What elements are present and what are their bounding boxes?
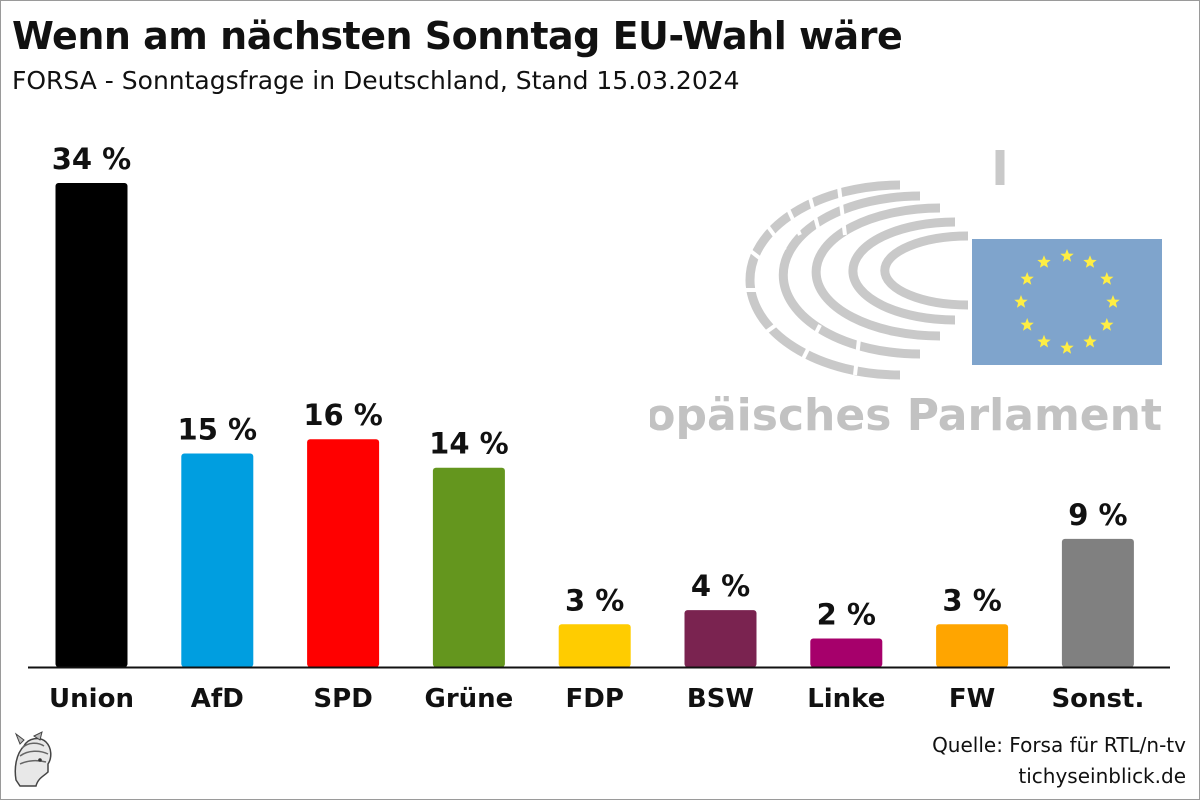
bar-fw [936,624,1009,667]
category-label: Linke [807,684,885,714]
data-label: 16 % [303,398,383,432]
data-label: 9 % [1068,498,1127,532]
eu-star-icon [1083,334,1097,348]
eu-star-icon [1020,318,1034,331]
eu-star-icon [1083,255,1097,268]
data-label: 34 % [52,142,132,176]
source-note: Quelle: Forsa für RTL/n-tv tichyseinblic… [932,730,1186,792]
watermark-text: Europäisches Parlament [650,390,1162,440]
european-parliament-logo-icon: Europäisches Parlament [650,150,1162,440]
source-line: Quelle: Forsa für RTL/n-tv [932,733,1186,757]
eu-star-icon [1100,318,1114,331]
bar-spd [307,439,380,667]
bar-linke [810,638,883,667]
data-label: 4 % [691,569,750,603]
eu-star-icon [1037,334,1051,348]
chart-subtitle: FORSA - Sonntagsfrage in Deutschland, St… [12,66,740,95]
data-label: 2 % [817,598,876,632]
data-label: 14 % [429,427,509,461]
category-label: Union [49,684,134,714]
bar-fdp [558,624,631,667]
category-label: AfD [191,684,244,714]
data-label: 15 % [178,413,258,447]
bar-afd [181,453,254,667]
category-label: Grüne [424,684,513,714]
category-label: Sonst. [1051,684,1144,714]
category-label: BSW [687,684,754,714]
eu-star-icon [1037,255,1051,268]
eu-star-icon [1020,272,1034,285]
data-label: 3 % [942,583,1001,617]
eu-star-icon [1060,249,1074,262]
website-link[interactable]: tichyseinblick.de [1018,764,1186,788]
chart-title: Wenn am nächsten Sonntag EU-Wahl wäre [12,14,903,58]
category-label: FDP [565,684,623,714]
eu-star-icon [1060,341,1074,354]
category-label: SPD [313,684,372,714]
data-label: 3 % [565,583,624,617]
bar-bsw [684,610,757,667]
category-label: FW [949,684,995,714]
bar-grüne [432,467,505,667]
eu-star-icon [1106,295,1120,308]
eu-star-icon [1014,295,1028,308]
bar-sonst [1061,538,1134,667]
eu-star-icon [1100,272,1114,285]
bar-union [55,183,128,667]
hermes-head-logo-icon [14,731,52,787]
